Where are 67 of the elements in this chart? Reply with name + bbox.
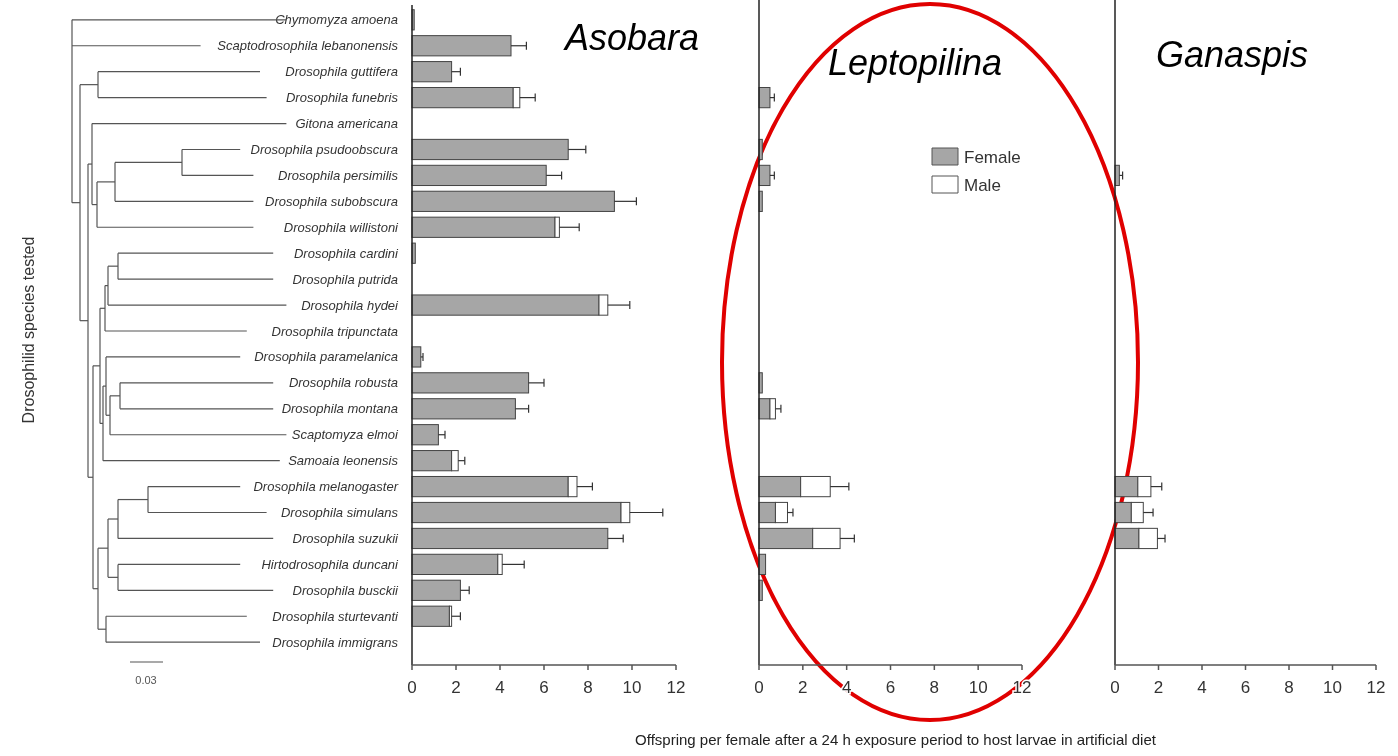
- x-tick-label: 0: [1110, 678, 1120, 697]
- bar: [411, 35, 512, 57]
- bar: [411, 579, 461, 601]
- x-tick-label: 2: [798, 678, 808, 697]
- bar: [411, 527, 609, 550]
- y-tick-label: Samoaia leonensis: [288, 453, 399, 469]
- bar: [758, 164, 771, 187]
- x-tick-label: 6: [539, 678, 549, 697]
- bar: [411, 138, 569, 161]
- x-tick-label: 10: [968, 678, 988, 697]
- y-tick-label: Drosophila sturtevanti: [272, 608, 400, 624]
- y-tick-label: Drosophila robusta: [288, 375, 398, 391]
- bar: [411, 61, 453, 83]
- x-tick-label: 12: [1366, 678, 1386, 697]
- y-tick-label: Hirtodrosophila duncani: [261, 556, 400, 572]
- x-tick-label: 4: [1197, 678, 1207, 697]
- x-tick-label: 6: [1240, 678, 1251, 697]
- x-tick-label: 2: [451, 678, 461, 697]
- x-tick-label: 10: [622, 678, 642, 697]
- x-tick-label: 8: [1284, 678, 1294, 697]
- y-tick-label: Drosophila subobscura: [265, 193, 398, 209]
- x-tick-label: 8: [583, 678, 593, 697]
- text: Male: [964, 176, 1001, 195]
- y-tick-label: Drosophila psudoobscura: [250, 141, 398, 157]
- x-tick-label: 8: [929, 678, 940, 697]
- bar: [411, 553, 499, 575]
- x-tick-label: 10: [1323, 678, 1342, 697]
- text: 0.03: [135, 674, 157, 686]
- bar: [411, 398, 516, 420]
- y-tick-label: Drosophila busckii: [292, 582, 400, 598]
- bar: [411, 372, 530, 394]
- x-tick-label: 0: [407, 678, 417, 697]
- y-tick-label: Drosophila suzukii: [292, 530, 400, 546]
- y-axis-title: Drosophilid species tested: [20, 236, 37, 424]
- y-tick-label: Drosophila melanogaster: [253, 479, 399, 495]
- y-tick-label: Drosophila cardini: [293, 245, 400, 261]
- bar: [411, 190, 615, 212]
- y-tick-label: Drosophila immigrans: [272, 634, 399, 650]
- text: Leptopilina: [827, 42, 1003, 83]
- y-tick-label: Drosophila funebris: [285, 90, 399, 106]
- x-tick-label: 12: [666, 678, 686, 697]
- y-tick-label: Drosophila montana: [281, 401, 398, 417]
- y-tick-label: Drosophila guttifera: [285, 64, 398, 80]
- y-tick-label: Gitona americana: [295, 116, 398, 132]
- legend-label: Female: [964, 148, 1021, 167]
- bar: [411, 216, 556, 238]
- x-tick-label: 4: [495, 678, 505, 697]
- x-tick-label: 2: [1153, 678, 1164, 697]
- bar: [411, 424, 439, 446]
- bar: [411, 164, 547, 187]
- chart-title: Asobara: [562, 17, 700, 58]
- y-tick-label: Drosophila paramelanica: [254, 349, 398, 365]
- x-axis-title: Offspring per female after a 24 h exposure period to host larvae in artificial diet: [635, 731, 1157, 748]
- y-tick-label: Drosophila tripunctata: [271, 323, 398, 339]
- y-tick-label: Drosophila persimilis: [278, 167, 399, 183]
- x-tick-label: 0: [754, 678, 764, 697]
- bar: [758, 87, 771, 109]
- y-tick-label: Drosophila putrida: [292, 271, 398, 287]
- x-tick-label: 6: [885, 678, 896, 697]
- y-tick-label: Scaptodrosophila lebanonensis: [217, 38, 399, 54]
- y-tick-label: Scaptomyza elmoi: [291, 427, 400, 443]
- bar: [411, 605, 450, 627]
- y-tick-label: Drosophila simulans: [280, 505, 399, 521]
- text: Ganaspis: [1155, 34, 1309, 75]
- y-tick-label: Chymomyza amoena: [275, 12, 398, 28]
- y-tick-label: Drosophila willistoni: [283, 219, 400, 235]
- y-tick-label: Drosophila hydei: [301, 297, 400, 313]
